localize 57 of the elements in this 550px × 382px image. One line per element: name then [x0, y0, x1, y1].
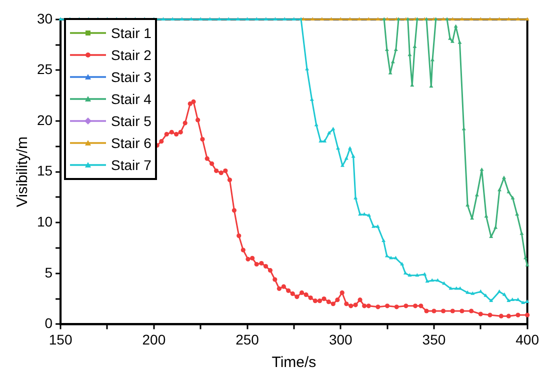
point	[523, 256, 528, 260]
point	[480, 167, 484, 171]
y-tick-label: 20	[36, 112, 53, 128]
point	[320, 17, 324, 21]
y-tick-label: 30	[36, 10, 53, 26]
y-tick-label: 25	[36, 61, 53, 78]
point	[441, 17, 446, 21]
x-tick-label: 400	[516, 331, 540, 348]
x-tick-label: 350	[422, 331, 446, 348]
point	[348, 17, 352, 21]
y-tick-label: 15	[36, 162, 53, 179]
point	[394, 48, 398, 52]
point	[525, 262, 530, 266]
x-tick-label: 150	[48, 331, 72, 348]
x-tick-label: 300	[328, 331, 353, 348]
point	[525, 17, 530, 21]
legend-label: Stair 4	[111, 91, 152, 107]
point	[357, 17, 362, 21]
point	[445, 17, 450, 21]
x-tick-label: 250	[236, 331, 260, 348]
point	[450, 17, 455, 21]
point	[412, 44, 417, 48]
point	[510, 196, 515, 200]
x-tick-label: 200	[142, 331, 166, 348]
point	[450, 39, 454, 43]
y-tick-label: 0	[44, 315, 53, 332]
point	[460, 17, 464, 21]
legend-label: Stair 6	[111, 135, 152, 151]
point	[466, 203, 470, 206]
point	[385, 17, 390, 21]
x-axis-title: Time/s	[272, 354, 316, 372]
legend-label: Stair 2	[111, 47, 152, 63]
legend-label: Stair 3	[111, 69, 152, 85]
y-tick-label: 10	[36, 213, 53, 230]
legend-label: Stair 1	[111, 25, 152, 41]
point	[408, 52, 412, 56]
point	[506, 17, 511, 21]
point	[478, 17, 483, 21]
y-tick-label: 5	[44, 264, 53, 280]
point	[469, 17, 474, 21]
point	[382, 17, 386, 21]
point	[484, 214, 488, 218]
legend-label: Stair 7	[111, 157, 152, 173]
point	[329, 17, 334, 21]
point	[488, 17, 492, 21]
point	[366, 17, 371, 21]
point	[338, 17, 343, 21]
legend-label: Stair 5	[111, 113, 152, 129]
point	[376, 17, 380, 21]
point	[497, 17, 502, 21]
point	[516, 17, 520, 21]
point	[502, 176, 506, 180]
point	[454, 24, 458, 28]
point	[515, 212, 520, 216]
point	[506, 190, 511, 194]
y-axis-title: Visibility/m	[14, 136, 32, 208]
point	[310, 17, 315, 21]
